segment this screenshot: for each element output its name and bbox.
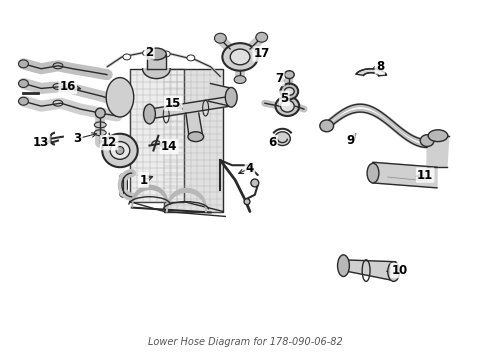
- Ellipse shape: [215, 33, 226, 43]
- Text: 14: 14: [161, 140, 177, 153]
- Polygon shape: [209, 84, 232, 106]
- Ellipse shape: [222, 43, 258, 71]
- Text: Lower Hose Diagram for 178-090-06-82: Lower Hose Diagram for 178-090-06-82: [147, 337, 343, 347]
- Text: 6: 6: [269, 136, 277, 149]
- Text: 11: 11: [417, 168, 433, 181]
- Text: 10: 10: [392, 264, 408, 277]
- Polygon shape: [186, 113, 203, 136]
- Ellipse shape: [256, 32, 268, 42]
- Text: 4: 4: [246, 162, 254, 175]
- Polygon shape: [147, 54, 166, 69]
- Polygon shape: [143, 69, 170, 78]
- Ellipse shape: [19, 97, 28, 105]
- Ellipse shape: [284, 71, 294, 78]
- Ellipse shape: [162, 51, 170, 57]
- Text: 12: 12: [101, 136, 117, 149]
- Ellipse shape: [144, 104, 155, 124]
- Text: 15: 15: [165, 97, 181, 110]
- Ellipse shape: [284, 87, 294, 95]
- Ellipse shape: [116, 147, 124, 154]
- Polygon shape: [373, 162, 437, 188]
- Ellipse shape: [234, 76, 246, 84]
- Ellipse shape: [143, 50, 150, 56]
- Ellipse shape: [275, 96, 299, 116]
- Ellipse shape: [110, 141, 130, 159]
- Ellipse shape: [225, 87, 237, 107]
- Ellipse shape: [420, 135, 434, 147]
- Ellipse shape: [102, 134, 138, 167]
- Ellipse shape: [230, 49, 250, 65]
- Text: 13: 13: [33, 136, 49, 149]
- Ellipse shape: [367, 163, 379, 183]
- Polygon shape: [427, 149, 445, 167]
- Text: 3: 3: [74, 132, 82, 145]
- Ellipse shape: [187, 55, 195, 61]
- Text: 8: 8: [376, 60, 384, 73]
- Ellipse shape: [19, 60, 28, 68]
- Ellipse shape: [388, 262, 399, 282]
- Ellipse shape: [147, 48, 166, 60]
- Ellipse shape: [280, 100, 294, 112]
- Text: 9: 9: [346, 134, 354, 147]
- Text: 16: 16: [60, 80, 76, 93]
- Ellipse shape: [274, 132, 290, 145]
- Polygon shape: [341, 260, 395, 280]
- Ellipse shape: [428, 130, 448, 141]
- Ellipse shape: [338, 255, 349, 276]
- Ellipse shape: [280, 84, 298, 99]
- Ellipse shape: [96, 108, 105, 118]
- Text: 1: 1: [140, 174, 147, 186]
- Ellipse shape: [123, 54, 131, 60]
- Text: 7: 7: [275, 72, 284, 85]
- Ellipse shape: [188, 132, 204, 141]
- Ellipse shape: [320, 120, 334, 132]
- Ellipse shape: [251, 179, 259, 187]
- Polygon shape: [427, 136, 449, 167]
- Ellipse shape: [19, 80, 28, 87]
- Bar: [164, 69, 223, 212]
- Polygon shape: [149, 96, 230, 119]
- Polygon shape: [356, 69, 387, 76]
- Text: 17: 17: [254, 48, 270, 60]
- Ellipse shape: [244, 199, 250, 204]
- Ellipse shape: [106, 78, 134, 117]
- Bar: [130, 69, 184, 202]
- Text: 5: 5: [280, 92, 289, 105]
- Text: 2: 2: [146, 45, 153, 59]
